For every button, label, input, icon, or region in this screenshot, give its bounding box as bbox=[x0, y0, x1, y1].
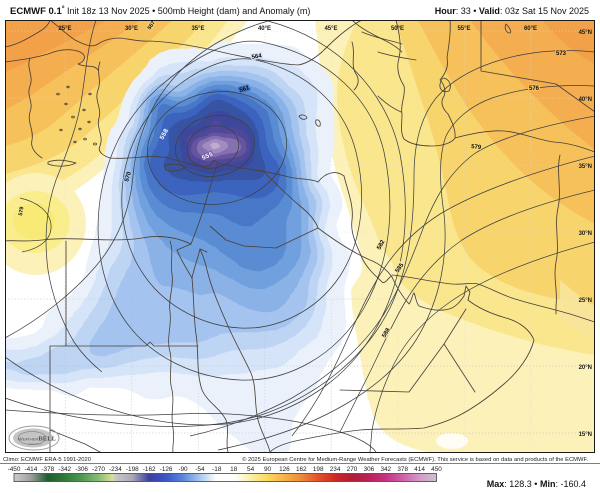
svg-text:270: 270 bbox=[347, 466, 358, 473]
svg-text:Max: 128.3 • Min: -160.4: Max: 128.3 • Min: -160.4 bbox=[487, 479, 586, 489]
svg-text:-342: -342 bbox=[58, 466, 71, 473]
svg-text:-450: -450 bbox=[8, 466, 21, 473]
svg-text:-270: -270 bbox=[92, 466, 105, 473]
svg-text:234: 234 bbox=[330, 466, 341, 473]
svg-text:-306: -306 bbox=[75, 466, 88, 473]
svg-text:573: 573 bbox=[556, 51, 567, 57]
svg-text:WEATHERBELL: WEATHERBELL bbox=[18, 436, 57, 443]
svg-text:50°E: 50°E bbox=[391, 26, 404, 32]
svg-text:15°N: 15°N bbox=[579, 432, 592, 438]
svg-text:-162: -162 bbox=[143, 466, 156, 473]
svg-text:ECMWF 0.1° Init 18z 13 Nov 202: ECMWF 0.1° Init 18z 13 Nov 2025 • 500mb … bbox=[10, 5, 310, 17]
svg-text:564: 564 bbox=[251, 53, 263, 61]
svg-text:55°E: 55°E bbox=[457, 26, 470, 32]
svg-text:561: 561 bbox=[239, 85, 251, 94]
svg-text:-126: -126 bbox=[160, 466, 173, 473]
svg-text:ANALYTICS: ANALYTICS bbox=[28, 443, 42, 446]
svg-text:40°E: 40°E bbox=[258, 26, 271, 32]
svg-text:-234: -234 bbox=[109, 466, 122, 473]
svg-text:25°N: 25°N bbox=[579, 298, 592, 304]
svg-text:-414: -414 bbox=[25, 466, 38, 473]
svg-text:54: 54 bbox=[247, 466, 255, 473]
svg-text:45°N: 45°N bbox=[579, 30, 592, 36]
svg-text:60°E: 60°E bbox=[524, 26, 537, 32]
svg-text:-54: -54 bbox=[195, 466, 205, 473]
svg-text:198: 198 bbox=[313, 466, 324, 473]
svg-text:-378: -378 bbox=[41, 466, 54, 473]
svg-text:WeatherBELL: WeatherBELL bbox=[0, 254, 4, 280]
svg-text:90: 90 bbox=[264, 466, 272, 473]
svg-text:45°E: 45°E bbox=[324, 26, 337, 32]
svg-text:342: 342 bbox=[380, 466, 391, 473]
svg-text:40°N: 40°N bbox=[579, 97, 592, 103]
svg-text:306: 306 bbox=[364, 466, 375, 473]
svg-text:162: 162 bbox=[296, 466, 307, 473]
svg-text:414: 414 bbox=[414, 466, 425, 473]
svg-text:20°N: 20°N bbox=[579, 365, 592, 371]
svg-text:-198: -198 bbox=[126, 466, 139, 473]
svg-text:450: 450 bbox=[431, 466, 442, 473]
svg-text:579: 579 bbox=[471, 144, 482, 151]
svg-text:579: 579 bbox=[18, 206, 26, 216]
svg-text:30°E: 30°E bbox=[125, 26, 138, 32]
svg-text:-18: -18 bbox=[212, 466, 222, 473]
svg-text:35°E: 35°E bbox=[191, 26, 204, 32]
svg-text:-90: -90 bbox=[178, 466, 188, 473]
svg-text:378: 378 bbox=[397, 466, 408, 473]
svg-text:Climo: ECMWF ERA-5 1991-2020: Climo: ECMWF ERA-5 1991-2020 bbox=[3, 457, 91, 463]
svg-text:30°N: 30°N bbox=[579, 231, 592, 237]
svg-text:18: 18 bbox=[230, 466, 238, 473]
svg-text:© 2025 European Centre for Med: © 2025 European Centre for Medium-Range … bbox=[242, 456, 588, 463]
svg-text:35°N: 35°N bbox=[579, 164, 592, 170]
svg-text:Hour: 33 • Valid: 03z Sat 15 N: Hour: 33 • Valid: 03z Sat 15 Nov 2025 bbox=[435, 6, 589, 16]
svg-text:WeatherBELL: WeatherBELL bbox=[0, 399, 4, 425]
svg-text:570: 570 bbox=[124, 171, 133, 183]
svg-text:126: 126 bbox=[279, 466, 290, 473]
svg-text:25°E: 25°E bbox=[58, 26, 71, 32]
svg-text:567: 567 bbox=[147, 20, 157, 31]
svg-text:576: 576 bbox=[529, 86, 540, 92]
